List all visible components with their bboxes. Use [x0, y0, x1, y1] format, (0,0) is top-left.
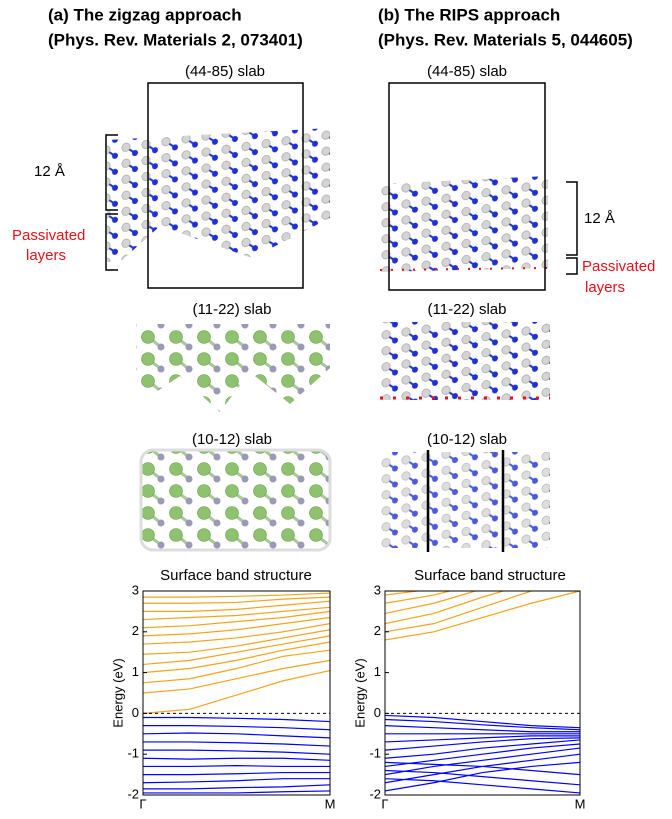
- panel-title: (a) The zigzag approach: [48, 5, 242, 24]
- slab-label: (44-85) slab: [185, 63, 265, 80]
- band-line: [143, 750, 330, 754]
- band-line: [143, 779, 330, 783]
- panel-reference: (Phys. Rev. Materials 5, 044605): [378, 30, 633, 49]
- band-line: [385, 748, 580, 775]
- y-tick-label: -2: [127, 786, 139, 801]
- atom-structure: [380, 322, 550, 400]
- y-tick-label: 2: [132, 623, 139, 638]
- y-tick-label: 0: [132, 705, 139, 720]
- band-line: [143, 733, 330, 738]
- slab-label: (10-12) slab: [427, 431, 507, 448]
- band-line: [143, 785, 330, 789]
- y-tick-label: 0: [374, 705, 381, 720]
- chart-title: Surface band structure: [414, 567, 566, 584]
- y-tick-label: -2: [369, 786, 381, 801]
- slab-label: (10-12) slab: [192, 431, 272, 448]
- atom-structure: [380, 452, 550, 548]
- y-tick-label: 1: [132, 664, 139, 679]
- band-line: [143, 593, 330, 597]
- thickness-label: 12 Å: [584, 210, 615, 227]
- y-axis-label: Energy (eV): [352, 658, 367, 727]
- band-line: [385, 715, 580, 727]
- atom-structure: [107, 128, 330, 262]
- y-tick-label: -1: [127, 746, 139, 761]
- figure: (a) The zigzag approach (Phys. Rev. Mate…: [0, 0, 672, 814]
- x-tick-label: Γ: [381, 796, 388, 811]
- band-line: [143, 758, 330, 760]
- slab-label: (44-85) slab: [427, 63, 507, 80]
- plot-area: [385, 554, 580, 793]
- band-line: [385, 754, 580, 783]
- passivated-label: Passivated: [12, 227, 85, 244]
- band-line: [143, 611, 330, 627]
- atom-structure: [136, 324, 330, 412]
- passivated-label: layers: [585, 279, 625, 296]
- band-line: [143, 671, 330, 714]
- passivated-label: layers: [26, 247, 66, 264]
- y-tick-label: 1: [374, 664, 381, 679]
- band-line: [143, 773, 330, 775]
- band-line: [143, 717, 330, 721]
- band-line: [385, 740, 580, 758]
- thickness-label: 12 Å: [34, 163, 65, 180]
- y-tick-label: 2: [374, 623, 381, 638]
- slab-label: (11-22) slab: [428, 301, 507, 318]
- x-tick-label: M: [325, 796, 336, 811]
- panel-reference: (Phys. Rev. Materials 2, 073401): [48, 30, 303, 49]
- band-line: [143, 597, 330, 603]
- chart-title: Surface band structure: [160, 567, 312, 584]
- y-tick-label: -1: [369, 746, 381, 761]
- plot-area: [143, 593, 330, 793]
- band-line: [385, 579, 580, 632]
- x-tick-label: M: [575, 796, 586, 811]
- band-line: [143, 630, 330, 654]
- y-tick-label: 3: [374, 582, 381, 597]
- panel-title: (b) The RIPS approach: [378, 5, 560, 24]
- band-line: [143, 766, 330, 767]
- atom-structure: [141, 450, 330, 550]
- band-line: [143, 791, 330, 793]
- passivated-label: Passivated: [582, 258, 655, 275]
- y-axis-label: Energy (eV): [110, 658, 125, 727]
- slab-label: (11-22) slab: [193, 301, 272, 318]
- y-tick-label: 3: [132, 582, 139, 597]
- band-line: [143, 726, 330, 730]
- atom-structure: [378, 176, 548, 272]
- band-line: [143, 650, 330, 683]
- x-tick-label: Γ: [139, 796, 146, 811]
- band-line: [143, 742, 330, 746]
- bracket: [566, 182, 577, 274]
